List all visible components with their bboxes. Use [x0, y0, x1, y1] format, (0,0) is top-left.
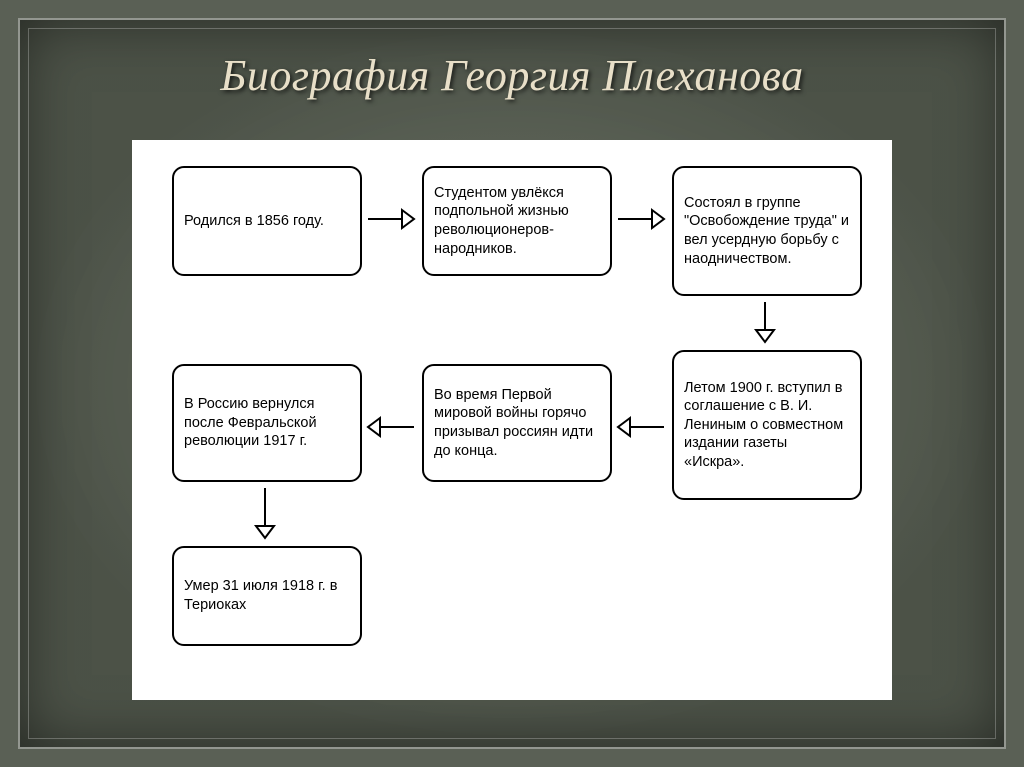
slide-frame: Биография Георгия Плеханова Родился в 18…: [18, 18, 1006, 749]
flowchart-arrow: [754, 300, 776, 344]
flowchart-arrow: [616, 416, 666, 438]
flowchart-arrow: [616, 208, 666, 230]
slide-title: Биография Георгия Плеханова: [20, 50, 1004, 101]
flowchart-arrow: [366, 208, 416, 230]
flowchart-node: Умер 31 июля 1918 г. в Териоках: [172, 546, 362, 646]
flowchart-arrow: [366, 416, 416, 438]
flowchart-node: Студентом увлёкся подпольной жизнью рево…: [422, 166, 612, 276]
flowchart-node: В Россию вернулся после Февральской рево…: [172, 364, 362, 482]
flowchart-node: Летом 1900 г. вступил в соглашение с В. …: [672, 350, 862, 500]
flowchart-diagram: Родился в 1856 году. Студентом увлёкся по…: [132, 140, 892, 700]
flowchart-node: Родился в 1856 году.: [172, 166, 362, 276]
flowchart-arrow: [254, 486, 276, 540]
flowchart-node: Состоял в группе "Освобождение труда" и …: [672, 166, 862, 296]
flowchart-node: Во время Первой мировой войны горячо при…: [422, 364, 612, 482]
